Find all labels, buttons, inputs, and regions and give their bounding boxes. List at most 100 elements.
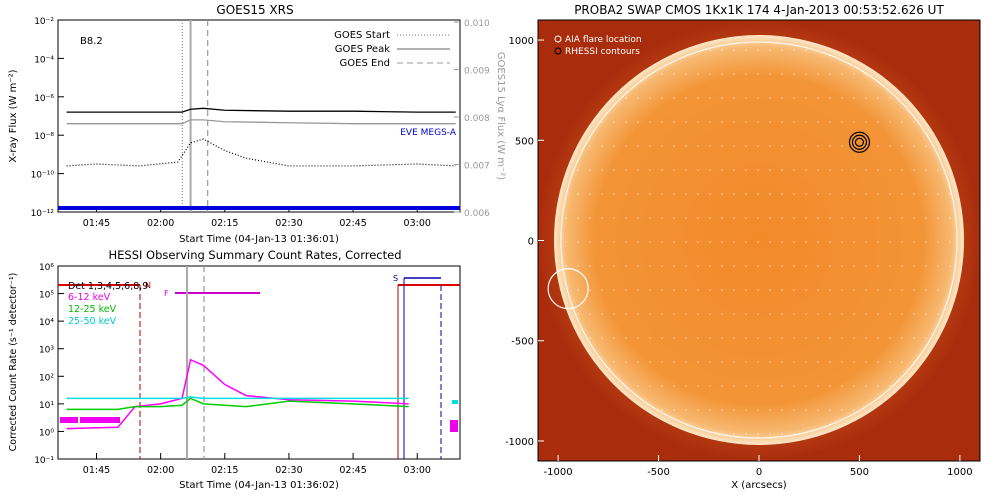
goes-legend: GOES Start GOES Peak GOES End xyxy=(334,30,450,69)
hessi-flag-f: F xyxy=(164,289,169,298)
hessi-series-line-0 xyxy=(66,358,409,430)
goes-y-ticks-right: 0.010 0.009 0.008 0.007 0.006 xyxy=(454,19,490,219)
goes-xlabel: Start Time (04-Jan-13 01:36:01) xyxy=(179,234,339,245)
goes-xtick-label: 02:45 xyxy=(339,218,366,229)
hessi-ytick-label: 10⁰ xyxy=(39,428,54,438)
hessi-ylabel: Corrected Count Rate (s⁻¹ detector⁻¹) xyxy=(8,273,19,452)
hessi-flag-n: N xyxy=(145,281,151,290)
goes-annotation: B8.2 xyxy=(80,36,103,47)
hessi-xtick-label: 02:15 xyxy=(211,465,238,476)
swap-xtick-label: 0 xyxy=(756,467,762,478)
goes-xtick-label: 02:00 xyxy=(147,218,174,229)
hessi-legend: Det 1,3,4,5,6,8,9 6-12 keV 12-25 keV 25-… xyxy=(68,281,148,327)
hessi-xlabel: Start Time (04-Jan-13 01:36:02) xyxy=(179,480,339,491)
hessi-ytick-label: 10⁵ xyxy=(39,291,54,301)
hessi-series-line-2 xyxy=(66,396,409,400)
goes-event-lines xyxy=(181,20,209,212)
swap-legend-rhessi: RHESSI contours xyxy=(565,47,640,57)
hessi-ytick-label: 10⁶ xyxy=(39,263,54,273)
hessi-x-ticks: 01:45 02:00 02:15 02:30 02:45 03:00 xyxy=(83,453,431,476)
hessi-xtick-label: 02:45 xyxy=(339,465,366,476)
goes-ytick-label: 10⁻⁶ xyxy=(34,94,54,104)
goes-ytick-right-label: 0.009 xyxy=(464,67,490,77)
swap-xtick-label: -1000 xyxy=(544,467,573,478)
swap-xtick-label: -500 xyxy=(647,467,670,478)
hessi-title: HESSI Observing Summary Count Rates, Cor… xyxy=(108,248,401,262)
goes-eve-bar xyxy=(58,206,460,210)
swap-xlabel: X (arcsecs) xyxy=(731,480,787,491)
goes-legend-peak: GOES Peak xyxy=(335,44,390,55)
hessi-xtick-label: 02:00 xyxy=(147,465,174,476)
swap-legend: AIA flare location RHESSI contours xyxy=(554,35,642,57)
goes-ylabel-left: X-ray Flux (W m⁻²) xyxy=(8,69,19,162)
swap-ytick-label: -500 xyxy=(511,337,534,348)
hessi-legend-12-25: 12-25 keV xyxy=(68,304,117,315)
swap-legend-rhessi-icon xyxy=(554,47,562,55)
swap-limb xyxy=(560,41,958,439)
swap-y-ticks: 1000 500 0 -500 -1000 xyxy=(505,36,544,448)
hessi-plot-frame xyxy=(57,265,461,460)
swap-title: PROBA2 SWAP CMOS 1Kx1K 174 4-Jan-2013 00… xyxy=(574,3,944,17)
hessi-xtick-label: 03:00 xyxy=(404,465,431,476)
goes-ytick-right-label: 0.006 xyxy=(464,209,490,219)
hessi-xtick-label: 01:45 xyxy=(83,465,110,476)
swap-ytick-label: 0 xyxy=(528,237,534,248)
hessi-y-ticks: 10⁻¹ 10⁰ 10¹ 10² 10³ 10⁴ 10⁵ 10⁶ xyxy=(34,263,64,466)
hessi-panel: HESSI Observing Summary Count Rates, Cor… xyxy=(8,248,461,491)
swap-rhessi-contour-1 xyxy=(851,134,868,150)
swap-aia-flare-circle xyxy=(547,268,589,310)
goes-ytick-label: 10⁻⁸ xyxy=(34,132,54,142)
hessi-gap-box-2 xyxy=(80,417,120,423)
goes-ytick-label: 10⁻² xyxy=(34,17,54,27)
swap-ytick-label: 1000 xyxy=(509,36,534,47)
swap-xtick-label: 500 xyxy=(850,467,869,478)
swap-x-ticks: -1000 -500 0 500 1000 xyxy=(544,455,973,478)
hessi-tail-cyan xyxy=(452,400,458,404)
swap-rhessi-contour-2 xyxy=(854,137,865,147)
goes-ylabel-right: GOES15 Lyα Flux (W m⁻²) xyxy=(495,52,506,180)
swap-markers xyxy=(547,131,871,310)
goes-legend-end: GOES End xyxy=(340,58,390,69)
hessi-ytick-label: 10² xyxy=(39,373,54,383)
hessi-legend-det: Det 1,3,4,5,6,8,9 xyxy=(68,281,148,292)
swap-xtick-label: 1000 xyxy=(947,467,972,478)
hessi-series-line-1 xyxy=(66,397,409,411)
hessi-ytick-label: 10⁻¹ xyxy=(34,456,54,466)
hessi-flag-s: S xyxy=(393,274,398,283)
goes-title: GOES15 XRS xyxy=(216,3,293,17)
hessi-legend-25-50: 25-50 keV xyxy=(68,316,117,327)
hessi-xtick-label: 02:30 xyxy=(275,465,302,476)
swap-rhessi-contour-0 xyxy=(848,131,871,153)
swap-legend-aia-icon xyxy=(554,35,562,43)
goes-side-label: EVE MEGS-A xyxy=(400,128,457,138)
hessi-gap-box-3 xyxy=(450,420,458,432)
swap-sun-grid xyxy=(561,42,957,438)
goes-xtick-label: 03:00 xyxy=(404,218,431,229)
goes-plot-frame xyxy=(57,19,461,213)
goes-panel: GOES15 XRS B8.2 10⁻²10⁻⁴10⁻⁶10⁻⁸10⁻¹⁰10⁻… xyxy=(8,3,506,245)
goes-ytick-right-label: 0.010 xyxy=(464,19,490,29)
swap-legend-aia: AIA flare location xyxy=(565,35,642,45)
goes-ytick-right-label: 0.008 xyxy=(464,114,490,124)
goes-legend-start: GOES Start xyxy=(334,30,390,41)
goes-ytick-label: 10⁻¹⁰ xyxy=(31,171,55,181)
swap-panel: PROBA2 SWAP CMOS 1Kx1K 174 4-Jan-2013 00… xyxy=(505,3,981,491)
swap-ytick-label: -1000 xyxy=(505,437,534,448)
goes-ytick-label: 10⁻¹² xyxy=(31,209,55,219)
goes-series-line-1 xyxy=(66,119,456,125)
goes-series-line-2 xyxy=(66,138,456,167)
goes-series-line-0 xyxy=(66,107,456,113)
goes-series xyxy=(66,107,456,167)
goes-xtick-label: 02:15 xyxy=(211,218,238,229)
goes-xtick-label: 02:30 xyxy=(275,218,302,229)
goes-ytick-label: 10⁻⁴ xyxy=(34,55,54,65)
hessi-ytick-label: 10³ xyxy=(39,346,54,356)
hessi-ytick-label: 10⁴ xyxy=(39,318,54,328)
goes-ytick-right-label: 0.007 xyxy=(464,162,490,172)
hessi-series xyxy=(66,358,409,430)
goes-xtick-label: 01:45 xyxy=(83,218,110,229)
goes-y-ticks-left: 10⁻² 10⁻⁴ 10⁻⁶ 10⁻⁸ 10⁻¹⁰ 10⁻¹² xyxy=(31,17,64,219)
swap-ytick-label: 500 xyxy=(515,136,534,147)
hessi-gap-box-1 xyxy=(60,417,78,423)
